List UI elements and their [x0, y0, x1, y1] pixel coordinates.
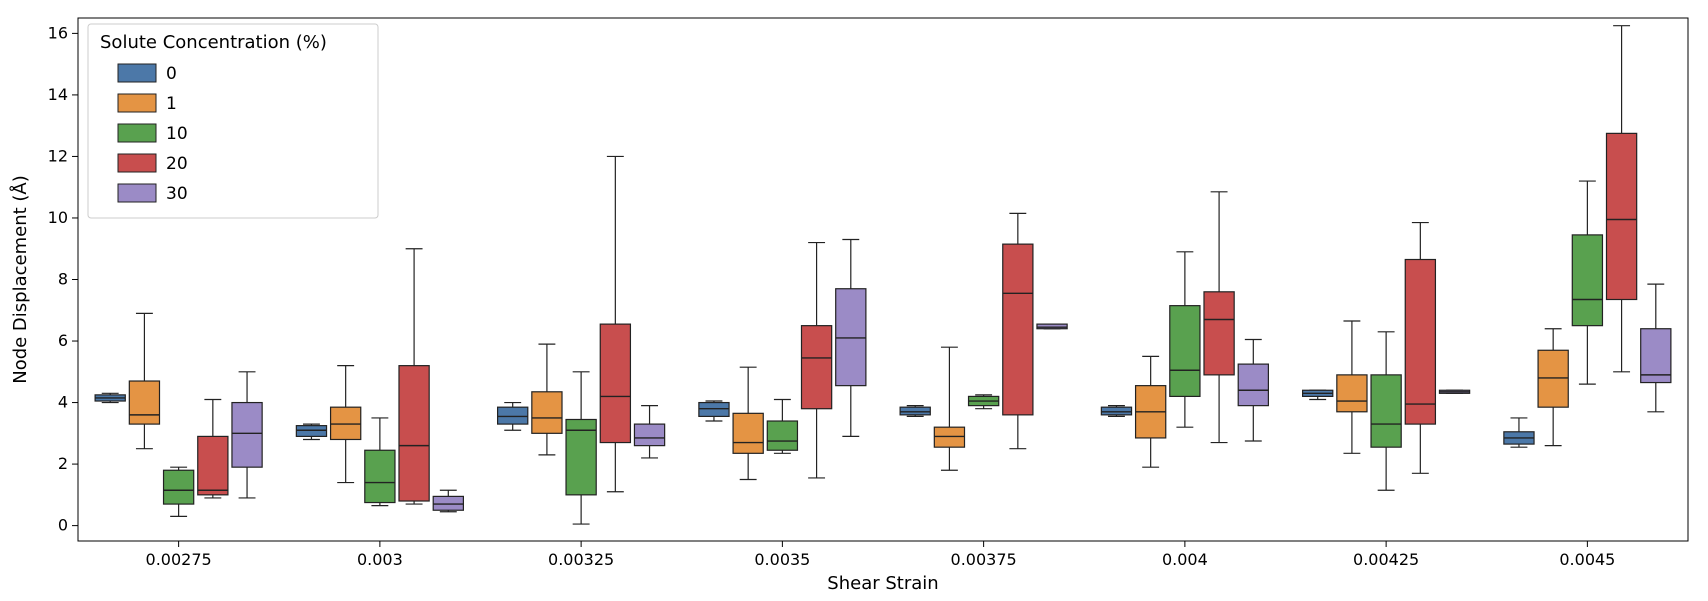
box	[600, 324, 630, 442]
x-tick-label: 0.004	[1162, 550, 1208, 569]
box	[1405, 260, 1435, 425]
box	[767, 421, 797, 450]
box	[1238, 364, 1268, 406]
legend-swatch	[118, 184, 156, 202]
box	[1538, 350, 1568, 407]
x-tick-label: 0.003	[357, 550, 403, 569]
y-tick-label: 0	[58, 516, 68, 535]
x-axis-label: Shear Strain	[827, 573, 938, 594]
box	[934, 427, 964, 447]
box	[1371, 375, 1401, 447]
box	[1037, 324, 1067, 329]
box	[900, 407, 930, 415]
box	[1003, 244, 1033, 415]
y-tick-label: 14	[48, 85, 68, 104]
x-tick-label: 0.00325	[548, 550, 614, 569]
legend-item-label: 20	[166, 154, 188, 174]
box	[129, 381, 159, 424]
legend-item-label: 0	[166, 64, 177, 84]
box	[296, 426, 326, 437]
legend-item-label: 1	[166, 94, 177, 114]
box	[801, 326, 831, 409]
y-tick-label: 8	[58, 270, 68, 289]
box	[232, 403, 262, 468]
box	[1572, 235, 1602, 326]
x-tick-label: 0.00425	[1353, 550, 1419, 569]
y-tick-label: 2	[58, 454, 68, 473]
x-tick-label: 0.0045	[1559, 550, 1615, 569]
box	[1170, 306, 1200, 397]
box	[1606, 133, 1636, 299]
box	[331, 407, 361, 439]
box	[699, 403, 729, 417]
box	[1204, 292, 1234, 375]
y-tick-label: 16	[48, 23, 68, 42]
legend-swatch	[118, 94, 156, 112]
legend-item-label: 10	[166, 124, 188, 144]
box	[1101, 407, 1131, 415]
y-axis-label: Node Displacement (Å)	[9, 175, 31, 384]
y-tick-label: 4	[58, 393, 68, 412]
legend-swatch	[118, 124, 156, 142]
box	[433, 496, 463, 510]
x-tick-label: 0.0035	[754, 550, 810, 569]
box	[733, 413, 763, 453]
box	[498, 407, 528, 424]
box	[1337, 375, 1367, 412]
box	[399, 366, 429, 501]
legend-swatch	[118, 154, 156, 172]
y-tick-label: 6	[58, 331, 68, 350]
boxplot-chart: 0246810121416Node Displacement (Å)0.0027…	[0, 0, 1708, 601]
y-tick-label: 10	[48, 208, 68, 227]
box	[365, 450, 395, 502]
box	[532, 392, 562, 434]
y-tick-label: 12	[48, 146, 68, 165]
box	[164, 470, 194, 504]
box	[634, 424, 664, 446]
box	[198, 436, 228, 494]
legend-title: Solute Concentration (%)	[100, 32, 327, 53]
legend-swatch	[118, 64, 156, 82]
x-tick-label: 0.00375	[951, 550, 1017, 569]
legend-item-label: 30	[166, 184, 188, 204]
box	[836, 289, 866, 386]
x-tick-label: 0.00275	[146, 550, 212, 569]
